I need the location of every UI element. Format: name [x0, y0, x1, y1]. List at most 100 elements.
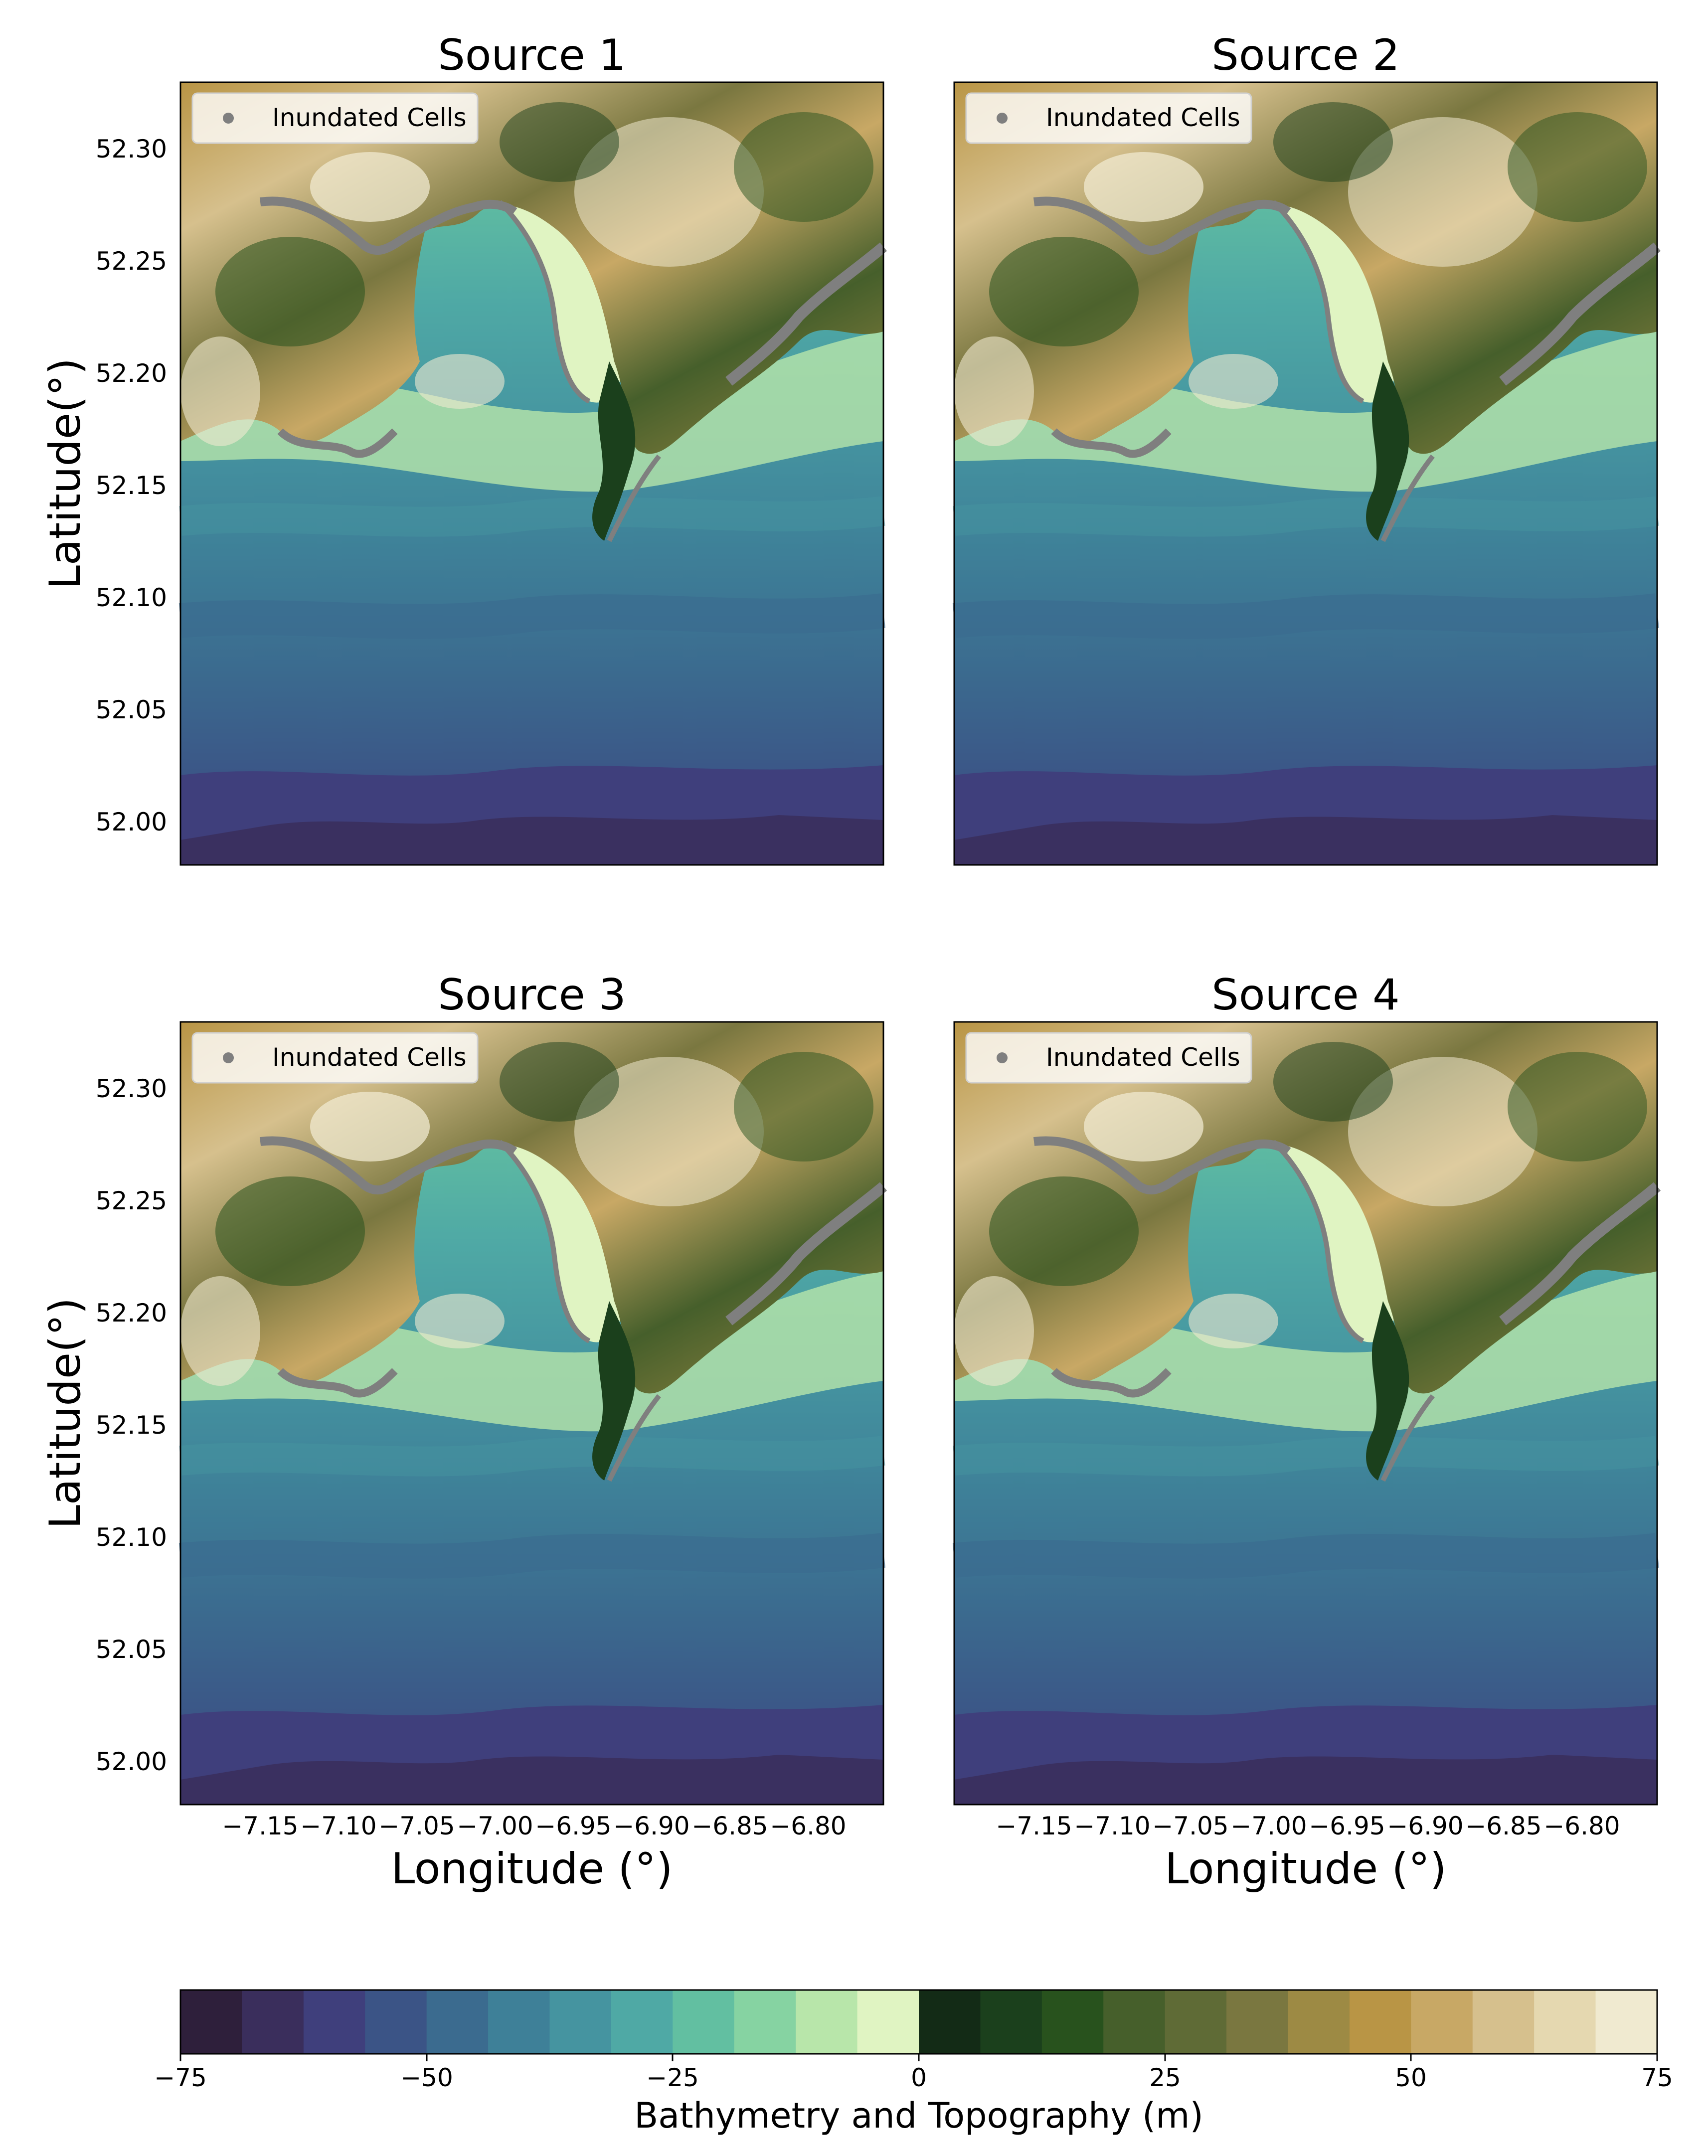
lon-tick-label: −7.00	[457, 1812, 533, 1840]
longitude-ticks-left: −7.15 −7.10 −7.05 −7.00 −6.95 −6.90 −6.8…	[222, 1812, 846, 1840]
map-panel: Inundated Cells	[180, 82, 883, 865]
lon-tick-label: −7.05	[378, 1812, 455, 1840]
colorbar-segment	[549, 1990, 612, 2054]
colorbar-segment	[303, 1990, 365, 2054]
colorbar-segment	[1288, 1990, 1350, 2054]
legend-marker-icon	[997, 113, 1008, 124]
colorbar-label: Bathymetry and Topography (m)	[634, 2095, 1203, 2136]
legend-marker-icon	[997, 1052, 1008, 1063]
lat-tick-label: 52.00	[96, 808, 167, 836]
lat-tick-label: 52.15	[96, 1411, 167, 1440]
lat-tick-label: 52.05	[96, 1635, 167, 1664]
colorbar-tick-label: 0	[911, 2063, 927, 2092]
colorbar-segment	[426, 1990, 489, 2054]
y-axis-label: Latitude(°)	[40, 1298, 90, 1529]
colorbar-segment	[611, 1990, 673, 2054]
colorbar-segment	[1595, 1990, 1658, 2054]
colorbar-segment	[796, 1990, 858, 2054]
latitude-ticks-bottom: 52.30 52.25 52.20 52.15 52.10 52.05 52.0…	[96, 1074, 167, 1776]
lat-tick-label: 52.30	[96, 1074, 167, 1103]
lon-tick-label: −7.15	[222, 1812, 298, 1840]
colorbar-tick-label: 75	[1641, 2063, 1673, 2092]
x-axis-label: Longitude (°)	[391, 1844, 673, 1894]
lat-tick-label: 52.30	[96, 135, 167, 164]
lon-tick-label: −7.10	[1074, 1812, 1150, 1840]
colorbar-segment	[734, 1990, 796, 2054]
colorbar-segment	[857, 1990, 919, 2054]
bathymetry-map	[180, 1022, 883, 1805]
panel-title: Source 3	[438, 970, 626, 1020]
lon-tick-label: −7.00	[1230, 1812, 1307, 1840]
colorbar-segment	[1041, 1990, 1104, 2054]
map-panel: Inundated Cells	[954, 1022, 1657, 1805]
panel-title: Source 4	[1211, 970, 1399, 1020]
lat-tick-label: 52.20	[96, 359, 167, 388]
bathymetry-map	[180, 82, 883, 865]
lon-tick-label: −6.85	[1465, 1812, 1541, 1840]
lon-tick-label: −6.95	[535, 1812, 611, 1840]
colorbar-segment	[242, 1990, 304, 2054]
lon-tick-label: −6.80	[770, 1812, 846, 1840]
legend-label: Inundated Cells	[1046, 1043, 1240, 1072]
colorbar-segment	[673, 1990, 735, 2054]
lat-tick-label: 52.05	[96, 695, 167, 724]
lon-tick-label: −7.10	[300, 1812, 376, 1840]
colorbar-segment	[1534, 1990, 1596, 2054]
lat-tick-label: 52.00	[96, 1747, 167, 1776]
colorbar-segment	[1349, 1990, 1411, 2054]
legend-marker-icon	[223, 113, 234, 124]
legend-marker-icon	[223, 1052, 234, 1063]
bathymetry-map	[954, 1022, 1657, 1805]
lat-tick-label: 52.10	[96, 583, 167, 612]
lon-tick-label: −7.05	[1152, 1812, 1228, 1840]
colorbar-tick-label: −25	[646, 2063, 699, 2092]
legend: Inundated Cells	[191, 92, 479, 144]
colorbar-segment	[1472, 1990, 1535, 2054]
legend: Inundated Cells	[965, 92, 1252, 144]
lat-tick-label: 52.25	[96, 247, 167, 276]
axes-frame	[953, 81, 1658, 866]
legend-label: Inundated Cells	[1046, 103, 1240, 132]
legend-label: Inundated Cells	[272, 103, 467, 132]
colorbar-segment	[180, 1990, 243, 2054]
latitude-ticks-top: 52.30 52.25 52.20 52.15 52.10 52.05 52.0…	[96, 135, 167, 836]
bathymetry-map	[954, 82, 1657, 865]
colorbar-segment	[1411, 1990, 1473, 2054]
colorbar-tick-label: 50	[1395, 2063, 1427, 2092]
legend-label: Inundated Cells	[272, 1043, 467, 1072]
lon-tick-label: −6.80	[1543, 1812, 1620, 1840]
lat-tick-label: 52.20	[96, 1299, 167, 1327]
lat-tick-label: 52.10	[96, 1523, 167, 1552]
axes-frame	[179, 81, 884, 866]
panel-title: Source 1	[438, 30, 626, 80]
colorbar-tick-label: −75	[154, 2063, 207, 2092]
y-axis-label: Latitude(°)	[40, 358, 90, 589]
legend: Inundated Cells	[965, 1032, 1252, 1084]
lon-tick-label: −6.95	[1309, 1812, 1385, 1840]
lon-tick-label: −6.85	[691, 1812, 768, 1840]
lon-tick-label: −7.15	[996, 1812, 1072, 1840]
longitude-ticks-right: −7.15 −7.10 −7.05 −7.00 −6.95 −6.90 −6.8…	[996, 1812, 1620, 1840]
colorbar-segment	[1103, 1990, 1166, 2054]
colorbar-segment	[488, 1990, 550, 2054]
colorbar-segment	[919, 1990, 981, 2054]
colorbar-tick-label: 25	[1149, 2063, 1181, 2092]
colorbar: −75 −50 −25 0 25 50 75 Bathymetry and To…	[154, 1989, 1673, 2136]
lat-tick-label: 52.15	[96, 471, 167, 500]
axes-frame	[179, 1021, 884, 1806]
map-panel: Inundated Cells	[954, 82, 1657, 865]
colorbar-segment	[365, 1990, 427, 2054]
axes-frame	[953, 1021, 1658, 1806]
lon-tick-label: −6.90	[1387, 1812, 1463, 1840]
legend: Inundated Cells	[191, 1032, 479, 1084]
colorbar-segment	[1226, 1990, 1289, 2054]
map-panel: Inundated Cells	[180, 1022, 883, 1805]
x-axis-label: Longitude (°)	[1165, 1844, 1446, 1894]
colorbar-segment	[980, 1990, 1042, 2054]
lon-tick-label: −6.90	[613, 1812, 689, 1840]
panel-title: Source 2	[1211, 30, 1399, 80]
colorbar-tick-label: −50	[400, 2063, 453, 2092]
lat-tick-label: 52.25	[96, 1186, 167, 1215]
colorbar-segment	[1165, 1990, 1227, 2054]
